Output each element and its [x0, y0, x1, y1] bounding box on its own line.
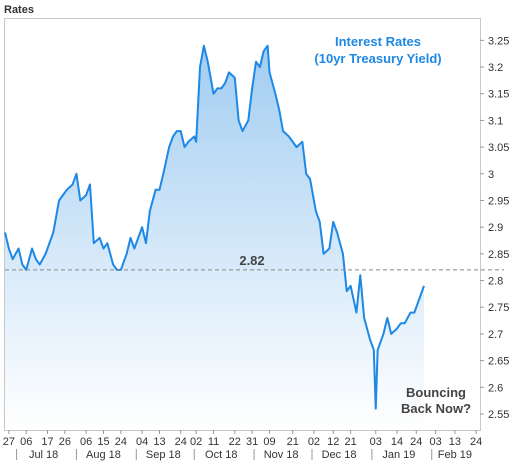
- month-label: Oct 18: [205, 449, 237, 461]
- x-tick-label: 26: [59, 436, 71, 448]
- x-tick-label: 04: [136, 436, 148, 448]
- y-tick-label: 2.95: [488, 195, 509, 207]
- chart-subtitle: (10yr Treasury Yield): [314, 51, 441, 66]
- corner-label: Rates: [4, 4, 34, 16]
- y-tick-label: 2.7: [488, 329, 503, 341]
- y-tick-label: 3: [488, 169, 494, 181]
- x-tick-label: 13: [449, 436, 461, 448]
- x-tick-label: 12: [327, 436, 339, 448]
- y-tick-label: 2.65: [488, 356, 509, 368]
- y-tick-label: 3.05: [488, 142, 509, 154]
- month-label: Dec 18: [322, 449, 357, 461]
- month-label: Feb 19: [438, 449, 472, 461]
- x-tick-label: 24: [175, 436, 187, 448]
- reference-line-label: 2.82: [239, 253, 264, 268]
- y-tick-label: 2.55: [488, 409, 509, 421]
- y-tick-label: 2.85: [488, 249, 509, 261]
- annotation-line: Back Now?: [401, 401, 471, 416]
- x-tick-label: 02: [190, 436, 202, 448]
- month-label: Nov 18: [264, 449, 299, 461]
- x-tick-label: 21: [345, 436, 357, 448]
- y-tick-label: 2.6: [488, 382, 503, 394]
- x-tick-label: 24: [470, 436, 482, 448]
- x-tick-label: 13: [153, 436, 165, 448]
- month-labels: Jul 18 Aug 18 Sep 18 Oct 18 Nov 18 Dec 18 Jan …: [29, 449, 472, 461]
- y-tick-label: 3.1: [488, 115, 503, 127]
- x-tick-label: 31: [246, 436, 258, 448]
- annotation-text: Bouncing Back Now?: [401, 385, 471, 416]
- y-axis: 2.55 2.6 2.65 2.7 2.75 2.8 2.85 2.9 2.95 3 3.05 3.1…: [480, 35, 509, 421]
- month-label: Jul 18: [29, 449, 58, 461]
- x-tick-label: 02: [308, 436, 320, 448]
- x-tick-label: 24: [410, 436, 422, 448]
- x-tick-label: 15: [97, 436, 109, 448]
- x-tick-label: 06: [80, 436, 92, 448]
- series-line: [4, 44, 425, 410]
- x-tick-label: 09: [263, 436, 275, 448]
- x-tick-label: 21: [287, 436, 299, 448]
- month-label: Sep 18: [146, 449, 181, 461]
- chart-title: Interest Rates: [335, 34, 421, 49]
- x-tick-label: 06: [20, 436, 32, 448]
- y-tick-label: 3.25: [488, 35, 509, 47]
- x-tick-label: 03: [429, 436, 441, 448]
- y-tick-label: 2.9: [488, 222, 503, 234]
- x-tick-label: 22: [229, 436, 241, 448]
- x-tick-label: 11: [208, 436, 219, 448]
- y-tick-label: 2.8: [488, 276, 503, 288]
- x-tick-label: 24: [115, 436, 127, 448]
- y-tick-label: 2.75: [488, 302, 509, 314]
- x-axis: 27 06 17 26 06 15 24 04 13 24 02 11 22 31 09 21 02 12 21 03…: [3, 430, 482, 448]
- y-tick-label: 3.2: [488, 62, 503, 74]
- x-tick-label: 03: [370, 436, 382, 448]
- month-label: Aug 18: [86, 449, 121, 461]
- x-tick-label: 17: [41, 436, 53, 448]
- y-tick-label: 3.15: [488, 89, 509, 101]
- series-area: [5, 45, 424, 430]
- month-separators: [16, 449, 433, 460]
- month-label: Jan 19: [382, 449, 415, 461]
- x-tick-label: 14: [391, 436, 403, 448]
- annotation-line: Bouncing: [406, 385, 466, 400]
- x-tick-label: 27: [3, 436, 15, 448]
